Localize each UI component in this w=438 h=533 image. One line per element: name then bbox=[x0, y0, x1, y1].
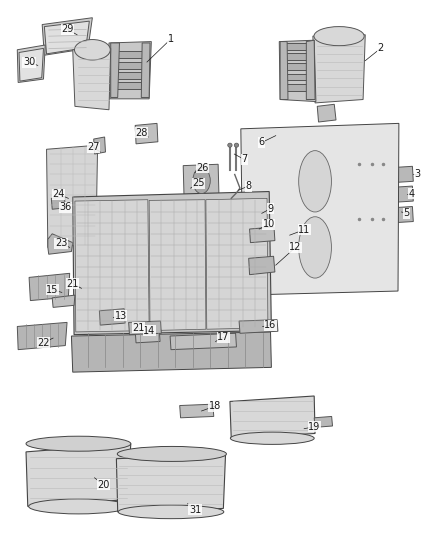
Polygon shape bbox=[141, 43, 150, 98]
Ellipse shape bbox=[118, 505, 224, 519]
Polygon shape bbox=[313, 35, 365, 103]
Ellipse shape bbox=[193, 168, 210, 193]
Polygon shape bbox=[29, 273, 70, 301]
Text: 3: 3 bbox=[415, 169, 421, 180]
Polygon shape bbox=[239, 320, 278, 333]
Polygon shape bbox=[279, 40, 316, 102]
Text: 8: 8 bbox=[245, 181, 251, 191]
Text: 28: 28 bbox=[135, 128, 148, 138]
Text: 22: 22 bbox=[37, 338, 50, 348]
Text: 11: 11 bbox=[298, 225, 310, 235]
Polygon shape bbox=[46, 145, 98, 247]
Polygon shape bbox=[249, 256, 275, 274]
Polygon shape bbox=[52, 295, 75, 308]
Polygon shape bbox=[317, 104, 336, 122]
Polygon shape bbox=[282, 43, 313, 50]
Polygon shape bbox=[314, 416, 332, 427]
Polygon shape bbox=[111, 43, 120, 98]
Polygon shape bbox=[44, 21, 89, 54]
Polygon shape bbox=[135, 123, 158, 144]
Polygon shape bbox=[280, 42, 288, 100]
Text: 7: 7 bbox=[241, 155, 247, 165]
Polygon shape bbox=[282, 74, 313, 80]
Polygon shape bbox=[94, 137, 106, 154]
Text: 19: 19 bbox=[308, 422, 320, 432]
Ellipse shape bbox=[28, 499, 128, 514]
Text: 9: 9 bbox=[268, 204, 274, 214]
Polygon shape bbox=[282, 84, 313, 91]
Polygon shape bbox=[241, 123, 399, 295]
Text: 31: 31 bbox=[189, 505, 201, 515]
Polygon shape bbox=[306, 40, 315, 100]
Polygon shape bbox=[112, 72, 148, 79]
Ellipse shape bbox=[228, 143, 232, 147]
Polygon shape bbox=[26, 443, 131, 506]
Text: 36: 36 bbox=[59, 202, 71, 212]
Text: 4: 4 bbox=[409, 189, 415, 199]
Text: 15: 15 bbox=[46, 285, 58, 295]
Polygon shape bbox=[391, 166, 413, 183]
Text: 29: 29 bbox=[61, 25, 74, 34]
Polygon shape bbox=[17, 322, 67, 350]
Polygon shape bbox=[51, 197, 65, 209]
Polygon shape bbox=[112, 62, 148, 69]
Text: 23: 23 bbox=[55, 238, 67, 248]
Polygon shape bbox=[391, 206, 413, 223]
Ellipse shape bbox=[314, 27, 364, 46]
Text: 13: 13 bbox=[115, 311, 127, 320]
Polygon shape bbox=[282, 53, 313, 60]
Polygon shape bbox=[99, 309, 125, 325]
Text: 21: 21 bbox=[67, 279, 79, 288]
Polygon shape bbox=[170, 333, 237, 350]
Polygon shape bbox=[73, 191, 272, 335]
Text: 20: 20 bbox=[97, 480, 110, 490]
Ellipse shape bbox=[230, 432, 314, 445]
Text: 14: 14 bbox=[143, 326, 155, 336]
Text: 30: 30 bbox=[23, 57, 35, 67]
Text: 24: 24 bbox=[53, 189, 65, 199]
Ellipse shape bbox=[234, 143, 239, 147]
Text: 12: 12 bbox=[289, 243, 302, 253]
Ellipse shape bbox=[74, 39, 110, 60]
Ellipse shape bbox=[299, 151, 332, 212]
Text: 21: 21 bbox=[132, 323, 145, 333]
Text: 16: 16 bbox=[265, 320, 277, 330]
Polygon shape bbox=[282, 63, 313, 70]
Polygon shape bbox=[250, 227, 275, 243]
Polygon shape bbox=[19, 49, 43, 81]
Polygon shape bbox=[42, 18, 92, 55]
Text: 17: 17 bbox=[217, 333, 230, 342]
Text: 27: 27 bbox=[87, 142, 99, 152]
Ellipse shape bbox=[299, 217, 332, 278]
Polygon shape bbox=[180, 404, 214, 418]
Polygon shape bbox=[48, 234, 73, 254]
Text: 26: 26 bbox=[196, 163, 208, 173]
Polygon shape bbox=[71, 332, 272, 372]
Polygon shape bbox=[112, 51, 148, 58]
Text: 25: 25 bbox=[192, 179, 205, 188]
Polygon shape bbox=[109, 42, 151, 99]
Polygon shape bbox=[112, 83, 148, 90]
Text: 1: 1 bbox=[168, 34, 174, 44]
Text: 5: 5 bbox=[404, 208, 410, 219]
Ellipse shape bbox=[26, 436, 131, 451]
Polygon shape bbox=[17, 45, 45, 83]
Polygon shape bbox=[183, 164, 219, 198]
Text: 10: 10 bbox=[263, 219, 275, 229]
Polygon shape bbox=[230, 396, 315, 438]
Polygon shape bbox=[117, 454, 226, 512]
Ellipse shape bbox=[117, 447, 226, 462]
Polygon shape bbox=[135, 329, 160, 343]
Text: 6: 6 bbox=[259, 138, 265, 148]
Polygon shape bbox=[206, 198, 268, 329]
Polygon shape bbox=[129, 321, 161, 335]
Polygon shape bbox=[75, 200, 149, 332]
Polygon shape bbox=[391, 186, 413, 203]
Text: 18: 18 bbox=[208, 401, 221, 411]
Polygon shape bbox=[73, 49, 111, 110]
Text: 2: 2 bbox=[378, 43, 384, 53]
Polygon shape bbox=[149, 200, 206, 330]
